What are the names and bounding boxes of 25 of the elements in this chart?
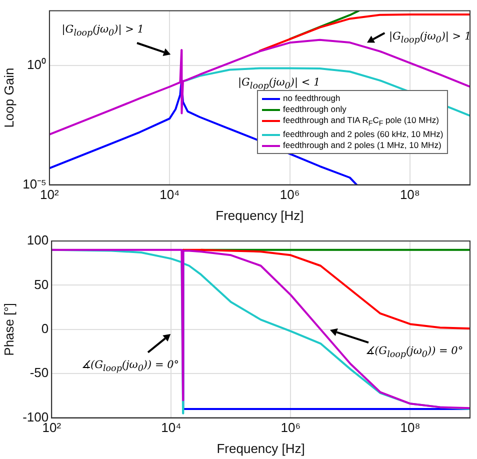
annotation: |G$_{loop}$(jω$_{0}$)| > 1 — [388, 30, 472, 46]
y-tick-label: -50 — [30, 365, 49, 380]
y-tick-label: 0 — [41, 320, 49, 336]
y-tick-label: 50 — [34, 276, 49, 292]
annotation: ∡(G$_{loop}$(jω$_{0}$)) = 0° — [366, 344, 464, 360]
annotation: |G$_{loop}$(jω$_{0}$)| < 1 — [238, 76, 320, 92]
legend-label: feedthrough only — [283, 104, 346, 114]
y-tick-label: 10⁰ — [26, 57, 46, 72]
x-tick-label: 10⁶ — [280, 420, 301, 436]
legend-label: feedthrough and TIA R$_{F}$C$_{F}$ pole (10 MHz) — [283, 114, 439, 128]
annotation: |G$_{loop}$(jω$_{0}$)| > 1 — [62, 24, 144, 39]
x-axis-title: Frequency [Hz] — [216, 208, 304, 223]
y-axis-title: Loop Gain — [1, 68, 16, 128]
x-tick-label: 10⁸ — [400, 420, 420, 436]
x-axis-title: Frequency [Hz] — [216, 440, 305, 456]
x-tick-label: 10⁴ — [160, 187, 180, 202]
y-axis-title: Phase [°] — [1, 302, 16, 356]
y-tick-label: 100 — [26, 232, 49, 248]
x-tick-label: 10⁸ — [400, 187, 420, 202]
legend-label: no feedthrough — [283, 92, 340, 103]
x-tick-label: 10⁶ — [280, 187, 300, 202]
annotation: ∡(G$_{loop}$(jω$_{0}$)) = 0° — [82, 358, 180, 374]
legend-label: feedthrough and 2 poles (1 MHz, 10 MHz) — [283, 140, 442, 150]
legend-label: feedthrough and 2 poles (60 kHz, 10 MHz) — [283, 129, 444, 140]
x-tick-label: 10⁴ — [161, 420, 182, 436]
